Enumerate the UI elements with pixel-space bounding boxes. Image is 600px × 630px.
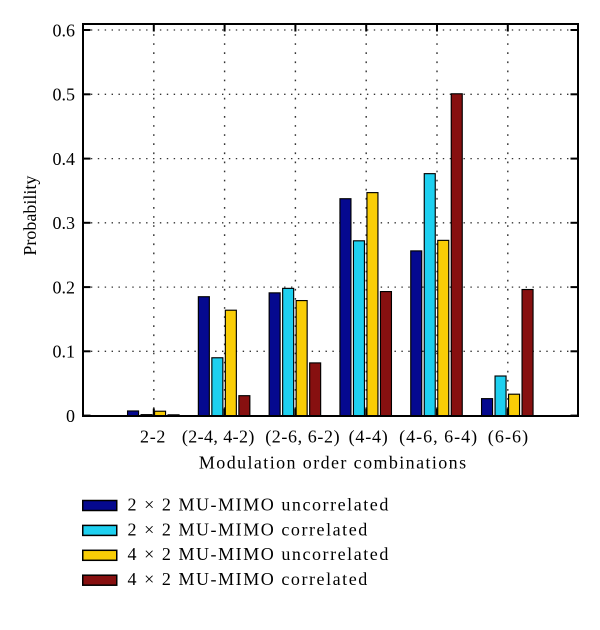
svg-text:0.6: 0.6 [53, 20, 76, 40]
svg-text:Probability: Probability [20, 176, 40, 256]
svg-text:0.1: 0.1 [53, 342, 76, 362]
svg-text:0.4: 0.4 [53, 149, 76, 169]
svg-text:0.3: 0.3 [53, 213, 76, 233]
svg-text:4 × 2 MU-MIMO correlated: 4 × 2 MU-MIMO correlated [128, 569, 369, 589]
svg-text:0: 0 [66, 406, 75, 426]
svg-text:(6-6): (6-6) [488, 427, 529, 448]
svg-text:Modulation order combinations: Modulation order combinations [199, 453, 468, 473]
svg-text:(4-4): (4-4) [349, 427, 389, 448]
svg-text:4 × 2 MU-MIMO uncorrelated: 4 × 2 MU-MIMO uncorrelated [128, 544, 390, 564]
svg-text:0.5: 0.5 [53, 85, 76, 105]
svg-text:(2-6, 6-2): (2-6, 6-2) [265, 427, 340, 448]
svg-text:(4-6, 6-4): (4-6, 6-4) [399, 427, 478, 448]
svg-text:2 × 2 MU-MIMO correlated: 2 × 2 MU-MIMO correlated [128, 519, 369, 539]
svg-text:(2-4, 4-2): (2-4, 4-2) [182, 427, 255, 448]
svg-text:0.2: 0.2 [53, 277, 76, 297]
svg-text:2-2: 2-2 [140, 427, 166, 447]
svg-text:2 × 2 MU-MIMO uncorrelated: 2 × 2 MU-MIMO uncorrelated [128, 494, 390, 514]
